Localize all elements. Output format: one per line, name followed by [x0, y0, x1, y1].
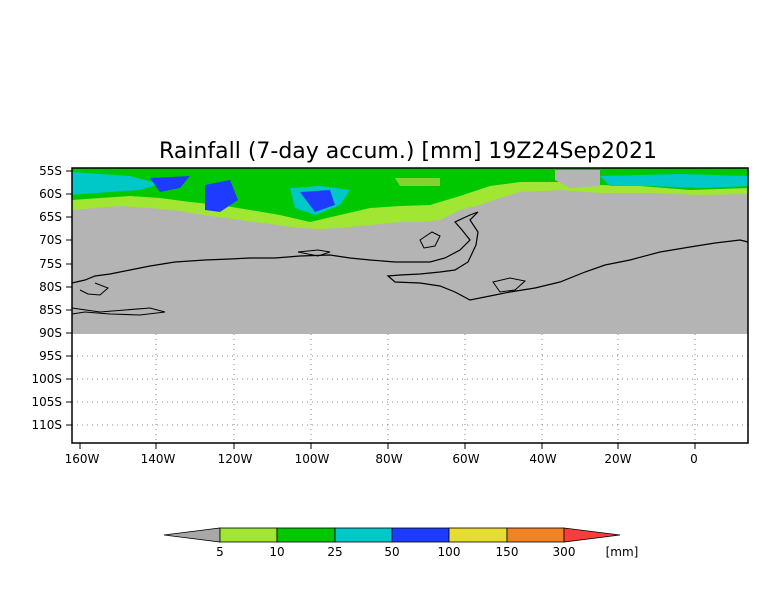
coast-island-peninsula — [419, 231, 441, 249]
rain-top-strip — [72, 170, 748, 172]
y-tick-label: 110S — [31, 418, 62, 432]
x-axis: 160W 140W 120W 100W 80W 60W 40W 20W 0 — [65, 443, 698, 466]
rain-light-yellow — [395, 178, 440, 186]
rain-50-100-area-3 — [300, 190, 335, 212]
x-tick-label: 80W — [375, 452, 402, 466]
x-tick-label: 160W — [65, 452, 100, 466]
colorbar-label: 50 — [384, 545, 399, 559]
y-tick-label: 95S — [39, 349, 62, 363]
colorbar-label: 100 — [438, 545, 461, 559]
colorbar-bin-5-10 — [219, 527, 278, 543]
map-frame — [71, 167, 749, 444]
map-panel — [71, 167, 749, 444]
colorbar-over-triangle — [563, 527, 621, 543]
colorbar-label: 5 — [216, 545, 224, 559]
ross-ice-shelf-coastline — [71, 307, 166, 316]
y-tick-label: 60S — [39, 187, 62, 201]
x-tick-label: 100W — [295, 452, 330, 466]
x-tick-label: 120W — [218, 452, 253, 466]
precipitation-band — [72, 168, 748, 229]
y-tick-label: 100S — [31, 372, 62, 386]
y-tick-label: 80S — [39, 280, 62, 294]
x-tick-label: 140W — [141, 452, 176, 466]
rain-50-100-area-1 — [150, 176, 190, 192]
colorbar-bin-10-25 — [276, 527, 336, 543]
colorbar-label: 10 — [269, 545, 284, 559]
x-tick-label: 60W — [452, 452, 479, 466]
x-tick-label: 0 — [690, 452, 698, 466]
coast-island-west — [79, 282, 109, 296]
y-tick-label: 105S — [31, 395, 62, 409]
y-tick-label: 65S — [39, 210, 62, 224]
coast-island-south — [492, 277, 527, 293]
colorbar-bin-50-100 — [391, 527, 450, 543]
x-tick-label: 40W — [529, 452, 556, 466]
colorbar-label: 25 — [327, 545, 342, 559]
rain-25-50-area-east — [600, 174, 748, 188]
colorbar-bin-25-50 — [334, 527, 393, 543]
colorbar: 5 10 25 50 100 150 300 [mm] — [163, 527, 639, 559]
map-gridlines — [72, 334, 748, 443]
y-axis: 55S 60S 65S 70S 75S 80S 85S 90S 95S 100S… — [31, 164, 72, 432]
x-tick-label: 20W — [604, 452, 631, 466]
colorbar-bin-150-300 — [506, 527, 565, 543]
colorbar-unit: [mm] — [606, 545, 639, 559]
antarctica-coastline — [71, 211, 749, 301]
colorbar-label: 150 — [496, 545, 519, 559]
colorbar-label: 300 — [553, 545, 576, 559]
y-tick-label: 90S — [39, 326, 62, 340]
coast-island-central — [297, 249, 331, 257]
colorbar-bin-100-150 — [448, 527, 508, 543]
y-tick-label: 85S — [39, 303, 62, 317]
land-gap-1 — [555, 170, 600, 188]
y-tick-label: 75S — [39, 257, 62, 271]
rain-50-100-area-2 — [205, 180, 238, 212]
colorbar-under-triangle — [163, 527, 221, 543]
rain-25-50-area-west — [72, 172, 160, 195]
y-tick-label: 70S — [39, 233, 62, 247]
map-title: Rainfall (7-day accum.) [mm] 19Z24Sep202… — [159, 139, 657, 164]
y-tick-label: 55S — [39, 164, 62, 178]
